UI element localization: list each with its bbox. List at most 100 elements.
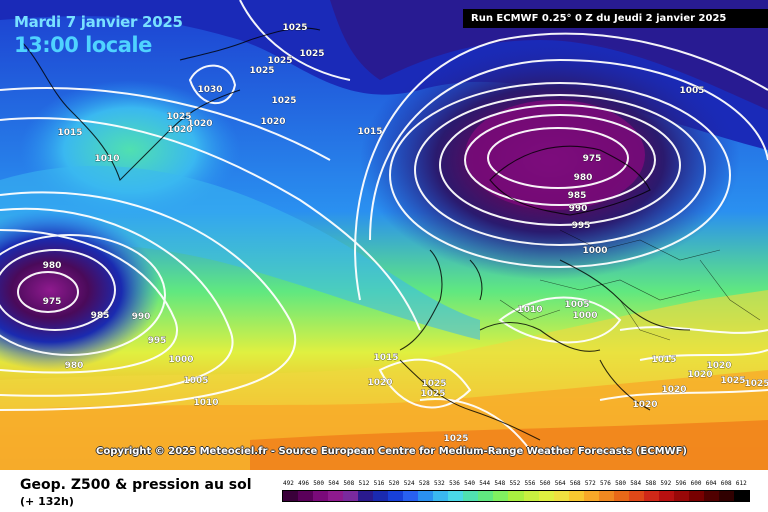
isobar-label: 985	[91, 311, 110, 321]
isobar-label: 980	[65, 361, 84, 371]
scale-label: 552	[509, 480, 521, 487]
color-scale-labels: 492 496 500 504 508 512 516 520 524 528 532 536 540 5…	[282, 480, 750, 489]
scale-label: 612	[735, 480, 747, 487]
scale-swatch	[658, 491, 674, 501]
isobar-label: 1025	[443, 434, 468, 444]
isobar-label: 975	[43, 297, 62, 307]
isobar-label: 1015	[57, 128, 82, 138]
scale-label: 584	[630, 480, 642, 487]
isobar-labels: 1025102510251025103010251025102010201020…	[42, 23, 768, 445]
isobar-label: 990	[132, 312, 151, 322]
scale-label: 532	[433, 480, 445, 487]
scale-swatch	[523, 491, 539, 501]
scale-label: 492	[283, 480, 294, 487]
scale-swatch	[358, 491, 374, 501]
scale-label: 608	[720, 480, 732, 487]
scale-label: 560	[539, 480, 551, 487]
scale-label: 588	[645, 480, 657, 487]
scale-label: 580	[615, 480, 626, 487]
scale-swatch	[313, 491, 329, 501]
scale-label: 556	[524, 480, 536, 487]
scale-swatch	[538, 491, 554, 501]
isobar-label: 1010	[193, 398, 218, 408]
scale-swatch	[673, 491, 689, 501]
scale-label: 536	[449, 480, 460, 487]
scale-label: 524	[403, 480, 415, 487]
isobar-label: 1025	[720, 376, 745, 386]
isobar-label: 1015	[651, 355, 676, 365]
color-scale	[282, 490, 750, 502]
parameter-name: Geop. Z500 & pression au sol	[20, 477, 252, 493]
scale-label: 600	[690, 480, 702, 487]
scale-swatch	[493, 491, 509, 501]
geopotential-map: 1025102510251025103010251025102010201020…	[0, 0, 768, 470]
isobar-label: 1000	[582, 246, 607, 256]
scale-swatch	[373, 491, 389, 501]
scale-swatch	[418, 491, 434, 501]
scale-swatch	[328, 491, 344, 501]
isobar-label: 1020	[367, 378, 392, 388]
isobar-label: 980	[574, 173, 593, 183]
scale-swatch	[688, 491, 704, 501]
scale-label: 576	[600, 480, 611, 487]
forecast-date: Mardi 7 janvier 2025	[14, 13, 183, 31]
isobar-label: 1030	[197, 85, 222, 95]
scale-swatch	[343, 491, 359, 501]
scale-label: 604	[705, 480, 717, 487]
scale-swatch	[388, 491, 404, 501]
isobar-label: 995	[572, 221, 591, 231]
lead-time: (+ 132h)	[20, 495, 74, 508]
scale-label: 516	[373, 480, 385, 487]
isobar-label: 1025	[282, 23, 307, 33]
scale-swatch	[283, 491, 299, 501]
scale-label: 512	[358, 480, 370, 487]
isobar-label: 1010	[94, 154, 119, 164]
isobar-label: 1000	[168, 355, 193, 365]
scale-label: 520	[388, 480, 400, 487]
isobar-label: 1025	[271, 96, 296, 106]
isobar-label: 1020	[187, 119, 212, 129]
scale-swatch	[598, 491, 614, 501]
scale-swatch	[613, 491, 629, 501]
isobar-label: 1010	[517, 305, 542, 315]
isobar-label: 1020	[260, 117, 285, 127]
scale-swatch	[628, 491, 644, 501]
isobar-label: 975	[583, 154, 602, 164]
isobar-label: 1020	[687, 370, 712, 380]
isobar-label: 1015	[373, 353, 398, 363]
scale-label: 568	[569, 480, 581, 487]
scale-label: 508	[343, 480, 355, 487]
isobar-label: 1025	[249, 66, 274, 76]
scale-swatch	[403, 491, 419, 501]
isobar-label: 995	[148, 336, 167, 346]
scale-swatch	[718, 491, 734, 501]
scale-label: 504	[328, 480, 340, 487]
scale-swatch	[433, 491, 449, 501]
isobar-label: 1020	[167, 125, 192, 135]
scale-swatch	[553, 491, 569, 501]
scale-label: 596	[675, 480, 687, 487]
scale-swatch	[733, 491, 749, 501]
isobar-label: 1000	[572, 311, 597, 321]
scale-swatch	[478, 491, 494, 501]
scale-label: 500	[313, 480, 325, 487]
scale-label: 544	[479, 480, 491, 487]
scale-swatch	[583, 491, 599, 501]
isobar-label: 1025	[299, 49, 324, 59]
scale-label: 528	[418, 480, 430, 487]
isobar-label: 1005	[183, 376, 208, 386]
scale-label: 548	[494, 480, 506, 487]
isobar-label: 1025	[420, 389, 445, 399]
scale-label: 572	[584, 480, 596, 487]
isobar-label: 1020	[706, 361, 731, 371]
scale-swatch	[463, 491, 479, 501]
scale-label: 540	[464, 480, 475, 487]
isobar-label: 1025	[267, 56, 292, 66]
model-run-label: Run ECMWF 0.25° 0 Z du Jeudi 2 janvier 2…	[463, 9, 768, 28]
isobar-label: 1020	[632, 400, 657, 410]
scale-label: 564	[554, 480, 566, 487]
copyright-notice: Copyright © 2025 Meteociel.fr - Source E…	[96, 446, 687, 457]
isobar-label: 1020	[661, 385, 686, 395]
scale-swatch	[703, 491, 719, 501]
